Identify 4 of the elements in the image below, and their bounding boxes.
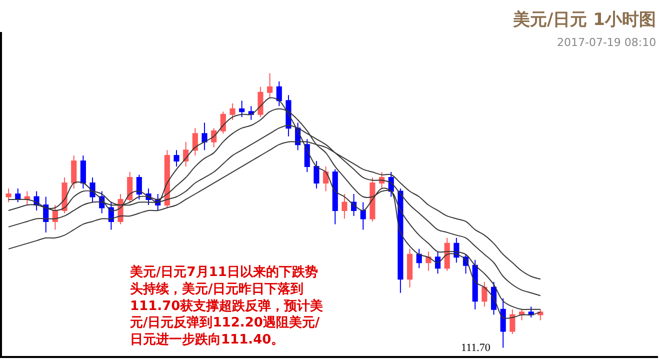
text: 美元/日元 1小时图 — [512, 10, 656, 30]
annotation: 美元/日元7月11日以来的下跌势头持续，美元/日元昨日下落到111.70获支撑超跌反弹，预计美元/日元反弹到112.20遇阻美元/日元进一步跌向111.40。 — [129, 264, 324, 348]
text: 2017-07-19 08:10 — [557, 36, 656, 49]
annotation: 111.70 — [461, 342, 491, 354]
